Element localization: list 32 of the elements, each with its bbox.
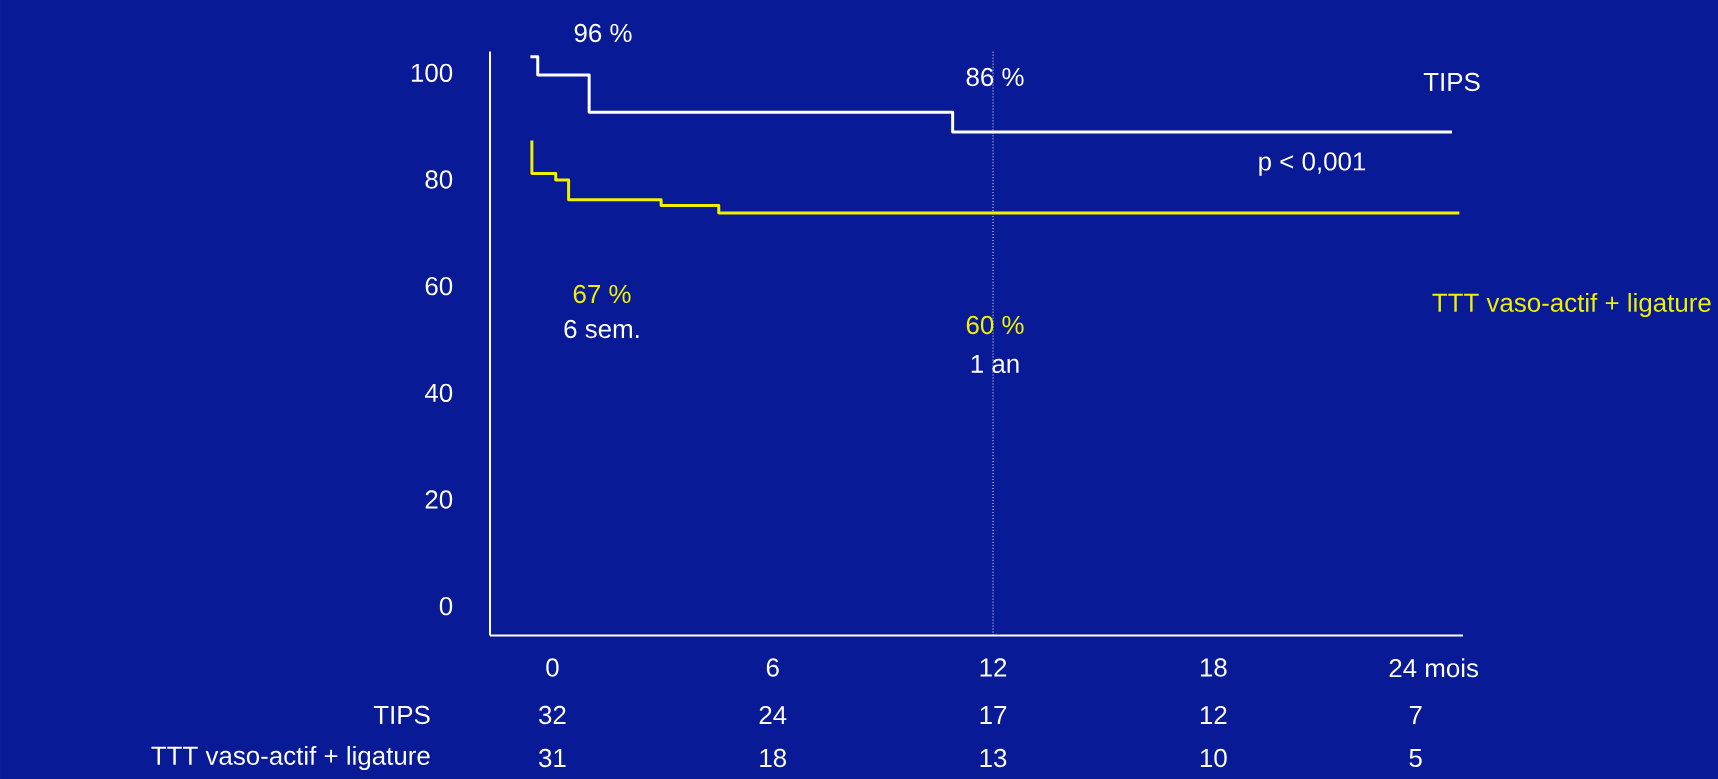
annotation: 1 an [971,354,1019,374]
text: TTT vaso-actif + ligature [1432,292,1711,318]
text: 13 [980,748,1007,768]
x-tick-label: 0 [546,658,559,677]
text: 96 % [574,23,632,43]
text: 12 [1200,705,1227,725]
y-tick-label: 100 [411,63,453,82]
text: 18 [760,748,787,768]
text: 17 [980,706,1007,724]
x-tick-label: 24 mois [1389,658,1479,678]
annotation: 86 % [966,67,1024,87]
series-label: TIPS [1423,72,1480,92]
y-tick-label: 20 [425,490,453,509]
annotation: 67 % [573,284,631,304]
text: 32 [539,705,566,725]
y-tick-label: 80 [425,170,453,189]
text: 7 [1409,706,1422,724]
text: 5 [1409,748,1422,768]
x-tick-label: 18 [1200,658,1227,677]
text: TTT vaso-actif + ligature [151,745,430,771]
text: 10 [1200,748,1227,768]
annotation: 6 sem. [564,319,639,339]
annotation: 60 % [966,315,1024,335]
text: 31 [539,748,566,768]
y-tick-label: 0 [439,596,453,616]
text: 24 [759,705,787,725]
text: TIPS [373,705,430,725]
x-tick-label: 6 [766,658,779,677]
y-tick-label: 40 [424,383,453,402]
annotation: p < 0,001 [1259,152,1366,176]
x-tick-label: 12 [980,658,1007,677]
y-tick-label: 60 [425,276,453,296]
